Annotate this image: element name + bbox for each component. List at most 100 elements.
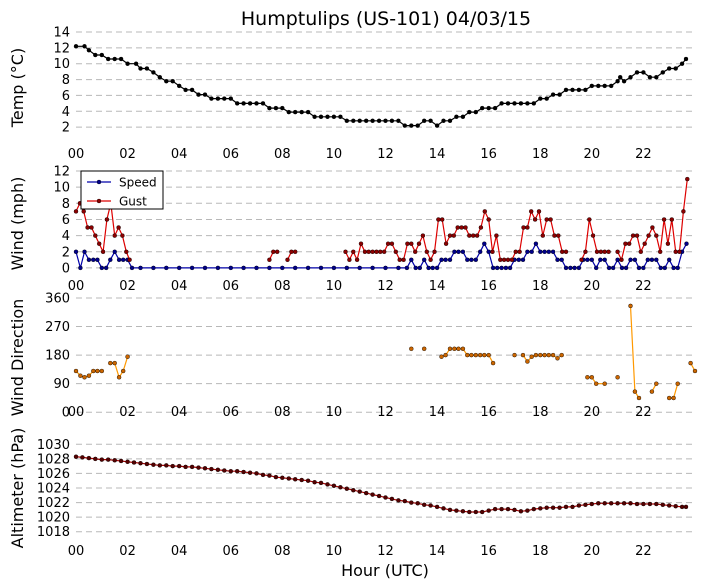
data-point bbox=[512, 507, 517, 513]
data-point bbox=[482, 352, 487, 358]
data-point bbox=[441, 506, 446, 511]
x-tick-labels: 00 02 04 06 08 10 12 14 16 18 20 22 bbox=[68, 279, 652, 294]
data-point bbox=[260, 101, 266, 106]
x-tick-label: 14 bbox=[429, 279, 446, 294]
data-point bbox=[138, 66, 143, 71]
data-point bbox=[646, 233, 651, 238]
data-point bbox=[331, 265, 337, 271]
data-point bbox=[447, 257, 453, 262]
data-point bbox=[467, 109, 472, 115]
data-point bbox=[460, 114, 466, 120]
data-point bbox=[505, 101, 511, 106]
data-point bbox=[234, 469, 240, 474]
x-tick-label: 18 bbox=[532, 279, 549, 294]
data-point bbox=[636, 265, 642, 271]
data-point bbox=[91, 368, 96, 374]
data-point bbox=[428, 503, 433, 508]
y-tick-label: 12 bbox=[53, 165, 70, 180]
data-point bbox=[215, 96, 221, 101]
x-tick-label: 20 bbox=[584, 544, 601, 559]
data-point bbox=[108, 257, 113, 262]
data-point bbox=[638, 249, 643, 255]
data-point bbox=[354, 257, 360, 262]
data-point bbox=[623, 241, 628, 246]
x-tick-label: 10 bbox=[326, 405, 343, 420]
data-point bbox=[583, 249, 588, 255]
data-point bbox=[73, 44, 79, 49]
data-point bbox=[520, 352, 526, 358]
data-point bbox=[602, 249, 607, 255]
y-tick-label: 14 bbox=[53, 26, 70, 41]
data-point bbox=[436, 217, 441, 222]
data-point bbox=[550, 352, 556, 358]
data-point bbox=[602, 501, 607, 506]
data-point bbox=[518, 509, 524, 514]
data-point bbox=[344, 265, 349, 271]
data-point bbox=[362, 249, 368, 255]
x-tick-label: 18 bbox=[532, 405, 549, 420]
data-point bbox=[357, 118, 362, 124]
data-point bbox=[563, 87, 569, 93]
data-point bbox=[544, 217, 549, 222]
y-axis-label: Altimeter (hPa) bbox=[8, 428, 27, 549]
data-point bbox=[474, 233, 480, 238]
y-tick-label: 12 bbox=[53, 41, 70, 56]
data-point bbox=[73, 209, 79, 214]
x-tick-label: 02 bbox=[119, 544, 136, 559]
data-point bbox=[222, 468, 227, 473]
data-point bbox=[138, 265, 143, 271]
data-point bbox=[151, 265, 156, 271]
y-tick-label: 270 bbox=[45, 320, 70, 335]
data-point bbox=[557, 505, 562, 510]
data-point bbox=[241, 469, 246, 475]
data-point bbox=[422, 118, 427, 124]
data-point bbox=[228, 469, 234, 474]
data-point bbox=[299, 109, 304, 115]
data-point bbox=[151, 462, 156, 467]
y-tick-label: 1018 bbox=[37, 525, 70, 540]
y-axis-label: Wind Direction bbox=[8, 299, 27, 417]
data-point bbox=[579, 257, 584, 262]
data-point bbox=[138, 461, 143, 466]
data-point bbox=[536, 209, 542, 214]
data-point bbox=[299, 477, 304, 483]
data-point bbox=[95, 257, 100, 262]
y-tick-label: 180 bbox=[45, 349, 70, 364]
data-point bbox=[634, 70, 640, 75]
x-tick-label: 04 bbox=[171, 147, 188, 162]
data-point bbox=[293, 109, 298, 115]
data-point bbox=[456, 249, 461, 255]
data-point bbox=[73, 454, 79, 459]
data-point bbox=[641, 501, 646, 507]
data-point bbox=[499, 101, 504, 106]
data-point bbox=[344, 486, 349, 491]
data-point bbox=[434, 265, 440, 271]
data-point bbox=[615, 78, 620, 84]
data-point bbox=[105, 457, 111, 462]
data-point bbox=[383, 118, 388, 124]
data-point bbox=[525, 101, 530, 106]
data-point bbox=[467, 509, 472, 515]
data-point bbox=[628, 74, 633, 80]
data-point bbox=[486, 249, 491, 255]
data-point bbox=[499, 506, 504, 512]
legend-label: Gust bbox=[119, 195, 147, 209]
data-point bbox=[325, 482, 330, 487]
data-point bbox=[86, 257, 92, 262]
data-point bbox=[492, 506, 498, 512]
x-tick-label: 12 bbox=[377, 405, 394, 420]
data-point bbox=[560, 249, 565, 255]
x-tick-label: 12 bbox=[377, 544, 394, 559]
data-point bbox=[157, 74, 163, 80]
data-point bbox=[404, 265, 410, 271]
data-point bbox=[280, 105, 285, 111]
data-point bbox=[619, 257, 624, 262]
data-point bbox=[89, 225, 94, 230]
data-point bbox=[82, 375, 87, 380]
data-point bbox=[557, 92, 562, 97]
data-point bbox=[654, 381, 659, 386]
data-point bbox=[189, 265, 195, 271]
data-point bbox=[518, 101, 524, 106]
